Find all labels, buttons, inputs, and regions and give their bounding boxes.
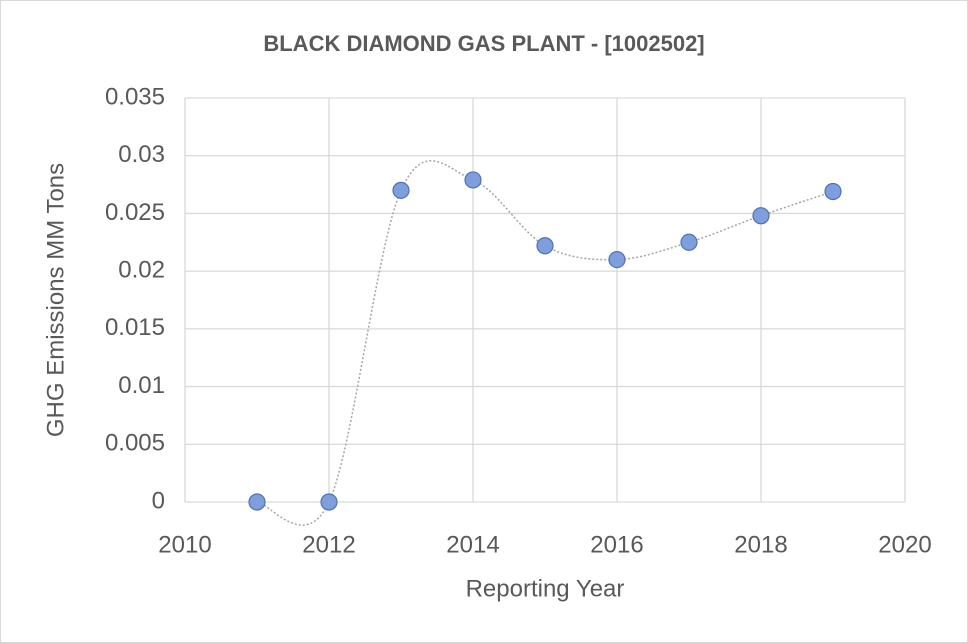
y-tick-label: 0.02 xyxy=(118,256,165,283)
x-axis-title: Reporting Year xyxy=(466,575,625,602)
x-tick-label: 2016 xyxy=(590,531,643,558)
y-axis-title: GHG Emissions MM Tons xyxy=(42,163,69,437)
x-tick-label: 2020 xyxy=(878,531,931,558)
chart-title: BLACK DIAMOND GAS PLANT - [1002502] xyxy=(263,31,704,56)
data-point xyxy=(320,493,338,511)
data-point xyxy=(752,207,770,225)
x-tick-label: 2010 xyxy=(158,531,211,558)
data-point xyxy=(464,171,482,189)
data-point xyxy=(680,233,698,251)
data-point xyxy=(392,181,410,199)
data-point xyxy=(824,182,842,201)
y-tick-label: 0.015 xyxy=(105,314,165,341)
y-tick-label: 0.005 xyxy=(105,430,165,457)
y-tick-label: 0.03 xyxy=(118,141,165,168)
y-tick-label: 0.01 xyxy=(118,372,165,399)
y-tick-label: 0 xyxy=(152,487,165,514)
y-tick-label: 0.025 xyxy=(105,199,165,226)
data-point xyxy=(536,237,554,255)
x-tick-label: 2018 xyxy=(734,531,787,558)
data-point xyxy=(608,251,626,269)
trend-line xyxy=(256,160,834,526)
x-tick-label: 2014 xyxy=(446,531,499,558)
y-tick-label: 0.035 xyxy=(105,83,165,110)
x-tick-label: 2012 xyxy=(302,531,355,558)
data-point xyxy=(248,493,266,511)
